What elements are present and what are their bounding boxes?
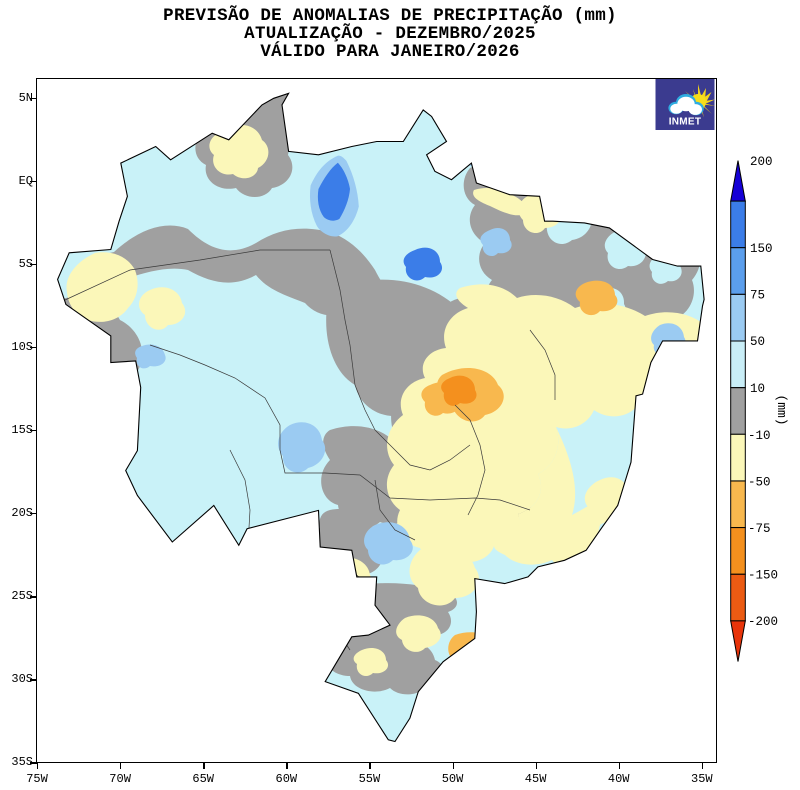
svg-text:-50: -50 [748,476,771,490]
svg-text:-10: -10 [748,429,771,443]
svg-text:-75: -75 [748,522,771,536]
svg-text:75: 75 [750,289,765,303]
svg-text:150: 150 [750,242,773,256]
svg-text:-150: -150 [748,569,778,583]
svg-text:(mm): (mm) [774,394,789,425]
svg-text:-200: -200 [748,615,778,629]
svg-text:200: 200 [750,155,773,169]
svg-text:10: 10 [750,382,765,396]
svg-text:50: 50 [750,335,765,349]
